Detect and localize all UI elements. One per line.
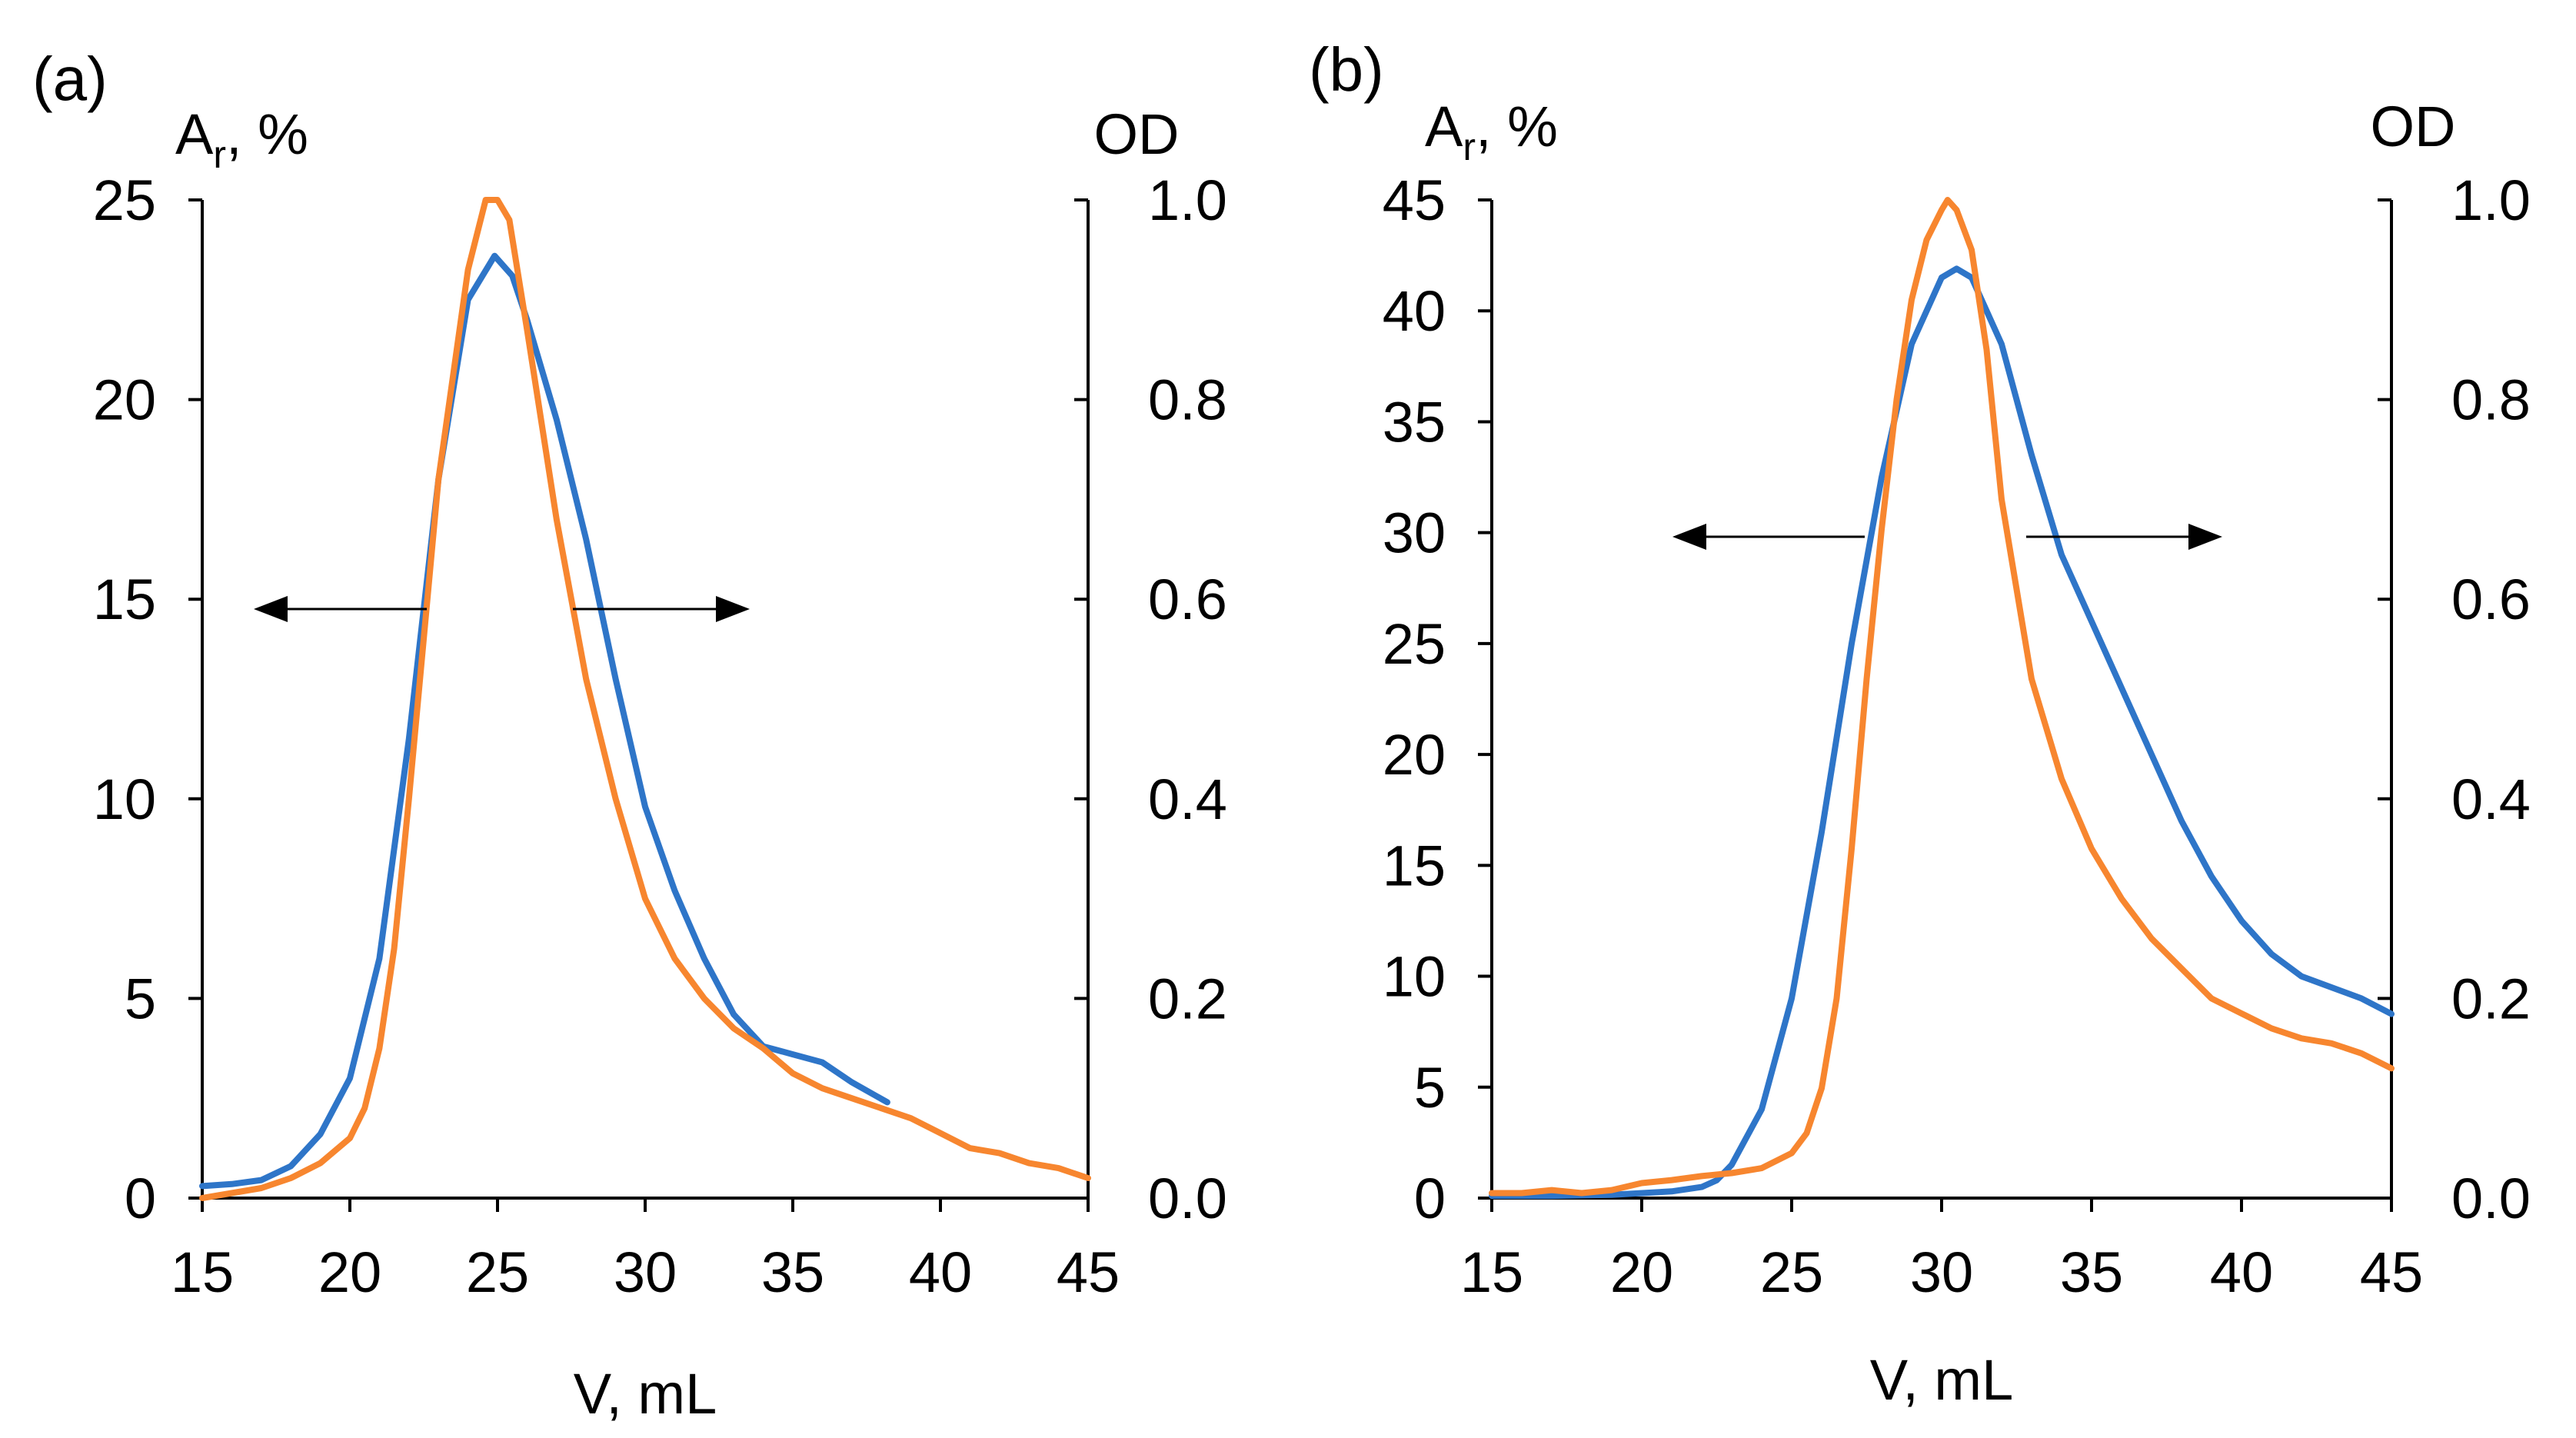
x-tick-label: 45 [2360,1240,2423,1304]
left-axis-arrow-head [1672,524,1706,550]
x-tick-label: 35 [2060,1240,2123,1304]
left-y-tick-label: 35 [1383,390,1446,454]
right-y-tick-label: 0.6 [2451,568,2531,631]
x-tick-label: 25 [1760,1240,1823,1304]
x-tick-label: 35 [761,1240,824,1304]
right-y-tick-label: 0.2 [1148,967,1227,1030]
x-tick-label: 15 [1460,1240,1523,1304]
panel-label: (b) [1309,35,1384,104]
x-tick-label: 20 [1610,1240,1673,1304]
left-y-tick-label: 10 [1383,945,1446,1009]
right-y-tick-label: 0.8 [1148,368,1227,432]
left-y-tick-label: 15 [1383,834,1446,897]
left-y-tick-label: 10 [93,767,156,831]
x-tick-label: 40 [2210,1240,2273,1304]
series-line-od [199,197,1091,1201]
y-label-tail: , % [1476,95,1558,158]
right-y-tick-label: 0.2 [2451,967,2531,1030]
x-tick-label: 20 [318,1240,381,1304]
right-y-tick-label: 0.4 [1148,767,1227,831]
left-y-tick-label: 25 [93,168,156,232]
left-y-tick-label: 0 [1414,1167,1446,1230]
right-y-tick-label: 1.0 [1148,168,1227,232]
chart-panel-b: 0 5 10 15 20 25 30 35 40 45 0.0 0.2 0.4 0.6 0.8 1.0 15 20… [1309,35,2531,1412]
series-line-ar [1489,265,2395,1200]
x-tick-label: 15 [171,1240,234,1304]
right-y-tick-label: 1.0 [2451,168,2531,232]
left-y-tick-label: 15 [93,568,156,631]
x-axis-label: V, mL [574,1362,717,1426]
x-tick-label: 30 [1910,1240,1973,1304]
left-y-tick-label: 40 [1383,279,1446,343]
right-y-tick-label: 0.4 [2451,767,2531,831]
left-y-tick-label: 20 [1383,723,1446,787]
right-y-axis-label: OD [2371,95,2456,158]
y-label-main: A [175,102,214,166]
x-tick-label: 25 [466,1240,529,1304]
left-y-axis-label: Ar, % [175,102,308,176]
panel-label: (a) [32,45,108,113]
left-y-tick-label: 20 [93,368,156,432]
right-y-tick-label: 0.6 [1148,568,1227,631]
right-y-tick-label: 0.0 [1148,1167,1227,1230]
right-y-tick-label: 0.8 [2451,368,2531,432]
left-y-tick-label: 30 [1383,501,1446,565]
y-label-tail: , % [226,102,308,166]
left-y-tick-label: 0 [125,1167,156,1230]
x-tick-label: 40 [909,1240,972,1304]
left-y-tick-label: 5 [125,967,156,1030]
right-axis-arrow-head [2188,524,2222,550]
x-tick-label: 30 [614,1240,677,1304]
left-y-tick-label: 45 [1383,168,1446,232]
y-label-subscript: r [213,133,226,176]
left-y-axis-label: Ar, % [1425,95,1558,168]
right-axis-arrow-head [716,596,750,622]
left-y-tick-label: 25 [1383,612,1446,676]
right-y-axis-label: OD [1094,102,1180,166]
chart-panel-a: 0 5 10 15 20 25 0.0 0.2 0.4 0.6 0.8 1.0 15 20 25 30 35 40… [32,45,1227,1426]
series-line-od [1489,197,2395,1197]
x-tick-label: 45 [1057,1240,1120,1304]
y-label-subscript: r [1463,125,1476,168]
series-line-ar [199,252,890,1190]
x-axis-label: V, mL [1870,1348,2013,1412]
left-y-tick-label: 5 [1414,1056,1446,1120]
right-y-tick-label: 0.0 [2451,1167,2531,1230]
y-label-main: A [1425,95,1463,158]
left-axis-arrow-head [254,596,288,622]
